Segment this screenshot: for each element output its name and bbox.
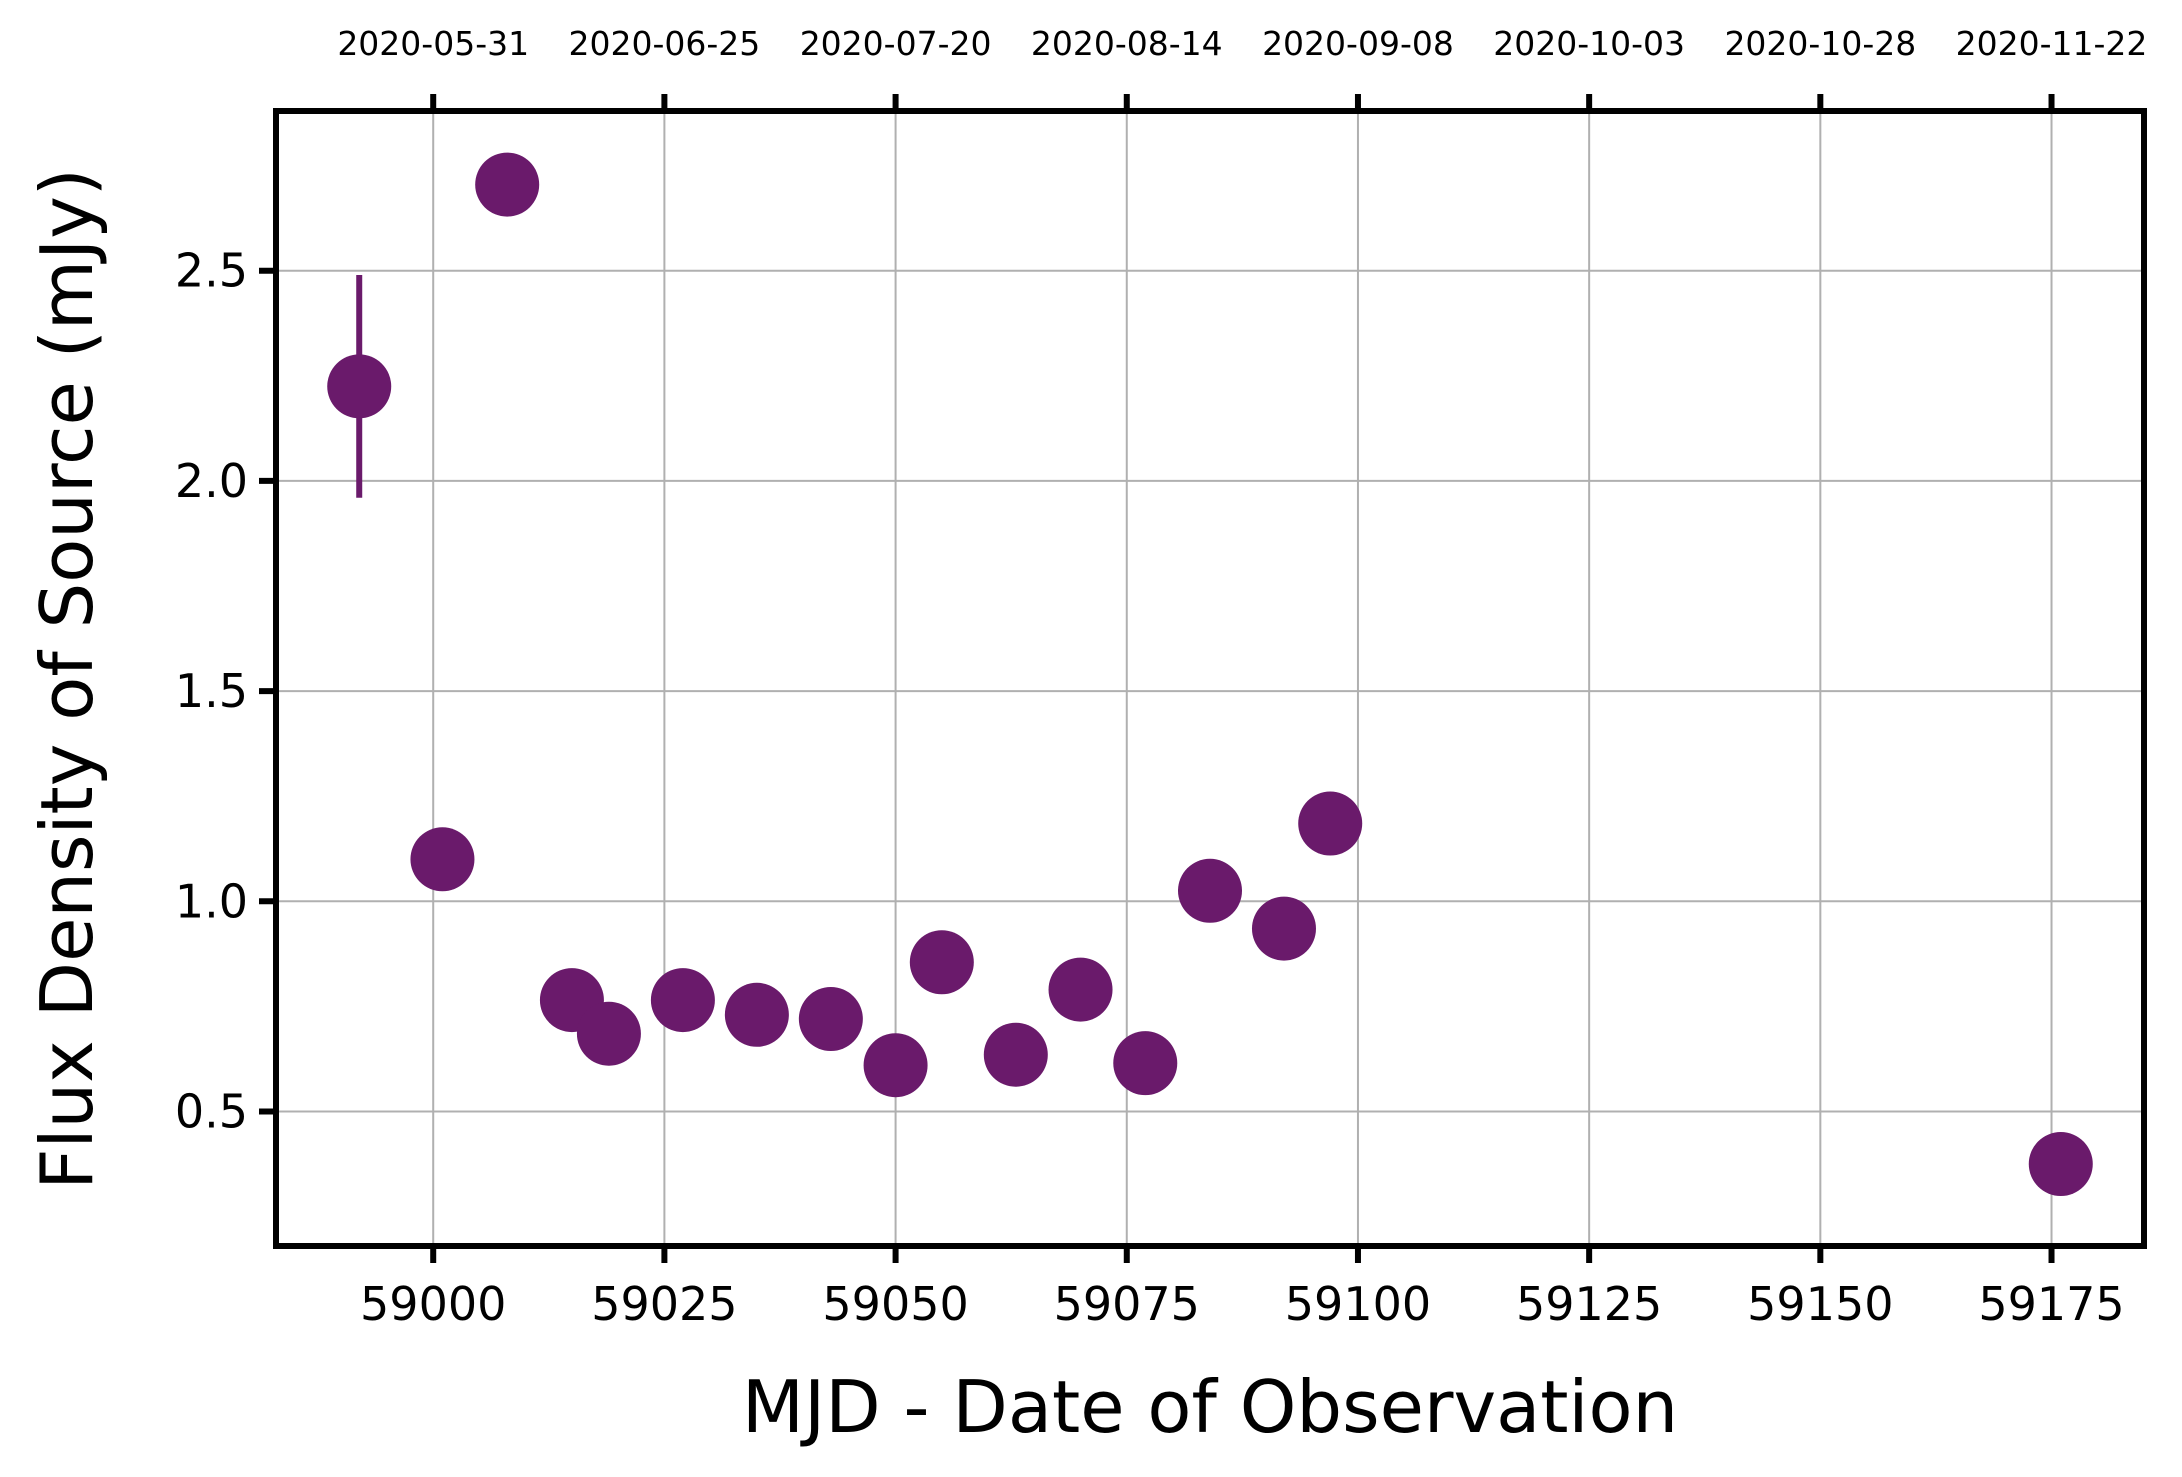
- y-tick-label: 2.5: [175, 244, 248, 298]
- data-point: [863, 1033, 928, 1098]
- top-date-label: 2020-11-22: [1956, 24, 2148, 63]
- data-point: [1178, 858, 1242, 923]
- data-point: [475, 152, 540, 217]
- x-tick-label: 59000: [360, 1277, 506, 1331]
- y-tick-label: 0.5: [175, 1084, 248, 1138]
- data-point: [1251, 896, 1316, 961]
- data-point: [650, 968, 715, 1033]
- y-tick-label: 1.5: [175, 664, 248, 718]
- x-tick-label: 59125: [1516, 1277, 1662, 1331]
- tick-labels: 59000 59025 59050 59075 59100 59125 59150 59175…: [175, 24, 2148, 1331]
- x-tick-label: 59075: [1054, 1277, 1200, 1331]
- x-tick-label: 59175: [1978, 1277, 2124, 1331]
- top-date-label: 2020-08-14: [1031, 24, 1223, 63]
- data-point: [1113, 1031, 1178, 1096]
- data-point: [909, 930, 974, 995]
- x-tick-label: 59025: [591, 1277, 737, 1331]
- data-point: [1048, 957, 1113, 1022]
- data-point: [983, 1022, 1048, 1087]
- data-point: [327, 354, 392, 419]
- top-date-label: 2020-10-03: [1493, 24, 1685, 63]
- data-point: [724, 982, 789, 1047]
- x-tick-label: 59050: [822, 1277, 968, 1331]
- plot-frame: [273, 108, 2147, 1249]
- axis-ticks: [259, 94, 2055, 1263]
- y-tick-label: 2.0: [175, 454, 248, 508]
- data-point: [410, 827, 475, 892]
- data-points: [327, 152, 2093, 1197]
- y-axis-title: Flux Density of Source (mJy): [25, 168, 109, 1190]
- x-axis-title: MJD - Date of Observation: [742, 1365, 1678, 1449]
- top-date-label: 2020-09-08: [1262, 24, 1454, 63]
- top-date-label: 2020-05-31: [337, 24, 529, 63]
- data-point: [1298, 791, 1363, 856]
- grid-lines: [276, 111, 2144, 1246]
- data-point: [576, 1001, 641, 1066]
- y-tick-label: 1.0: [175, 874, 248, 928]
- data-point: [2028, 1132, 2093, 1197]
- top-date-label: 2020-10-28: [1724, 24, 1916, 63]
- x-tick-label: 59100: [1285, 1277, 1431, 1331]
- x-tick-label: 59150: [1747, 1277, 1893, 1331]
- top-date-label: 2020-06-25: [569, 24, 761, 63]
- top-date-label: 2020-07-20: [800, 24, 992, 63]
- data-point: [798, 987, 863, 1051]
